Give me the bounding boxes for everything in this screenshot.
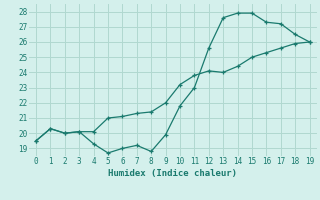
X-axis label: Humidex (Indice chaleur): Humidex (Indice chaleur) xyxy=(108,169,237,178)
